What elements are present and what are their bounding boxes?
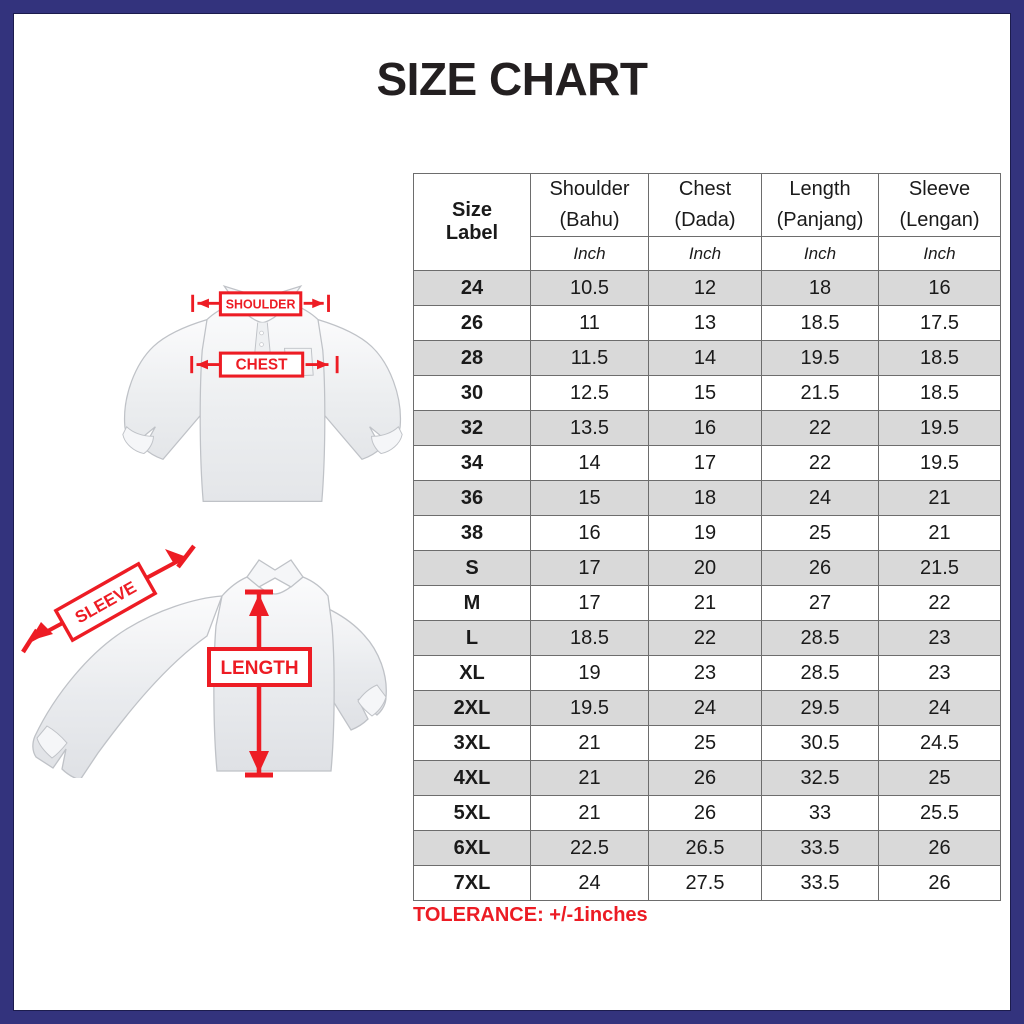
svg-text:CHEST: CHEST [236, 356, 288, 373]
svg-text:SHOULDER: SHOULDER [226, 298, 296, 312]
svg-text:LENGTH: LENGTH [220, 658, 298, 679]
